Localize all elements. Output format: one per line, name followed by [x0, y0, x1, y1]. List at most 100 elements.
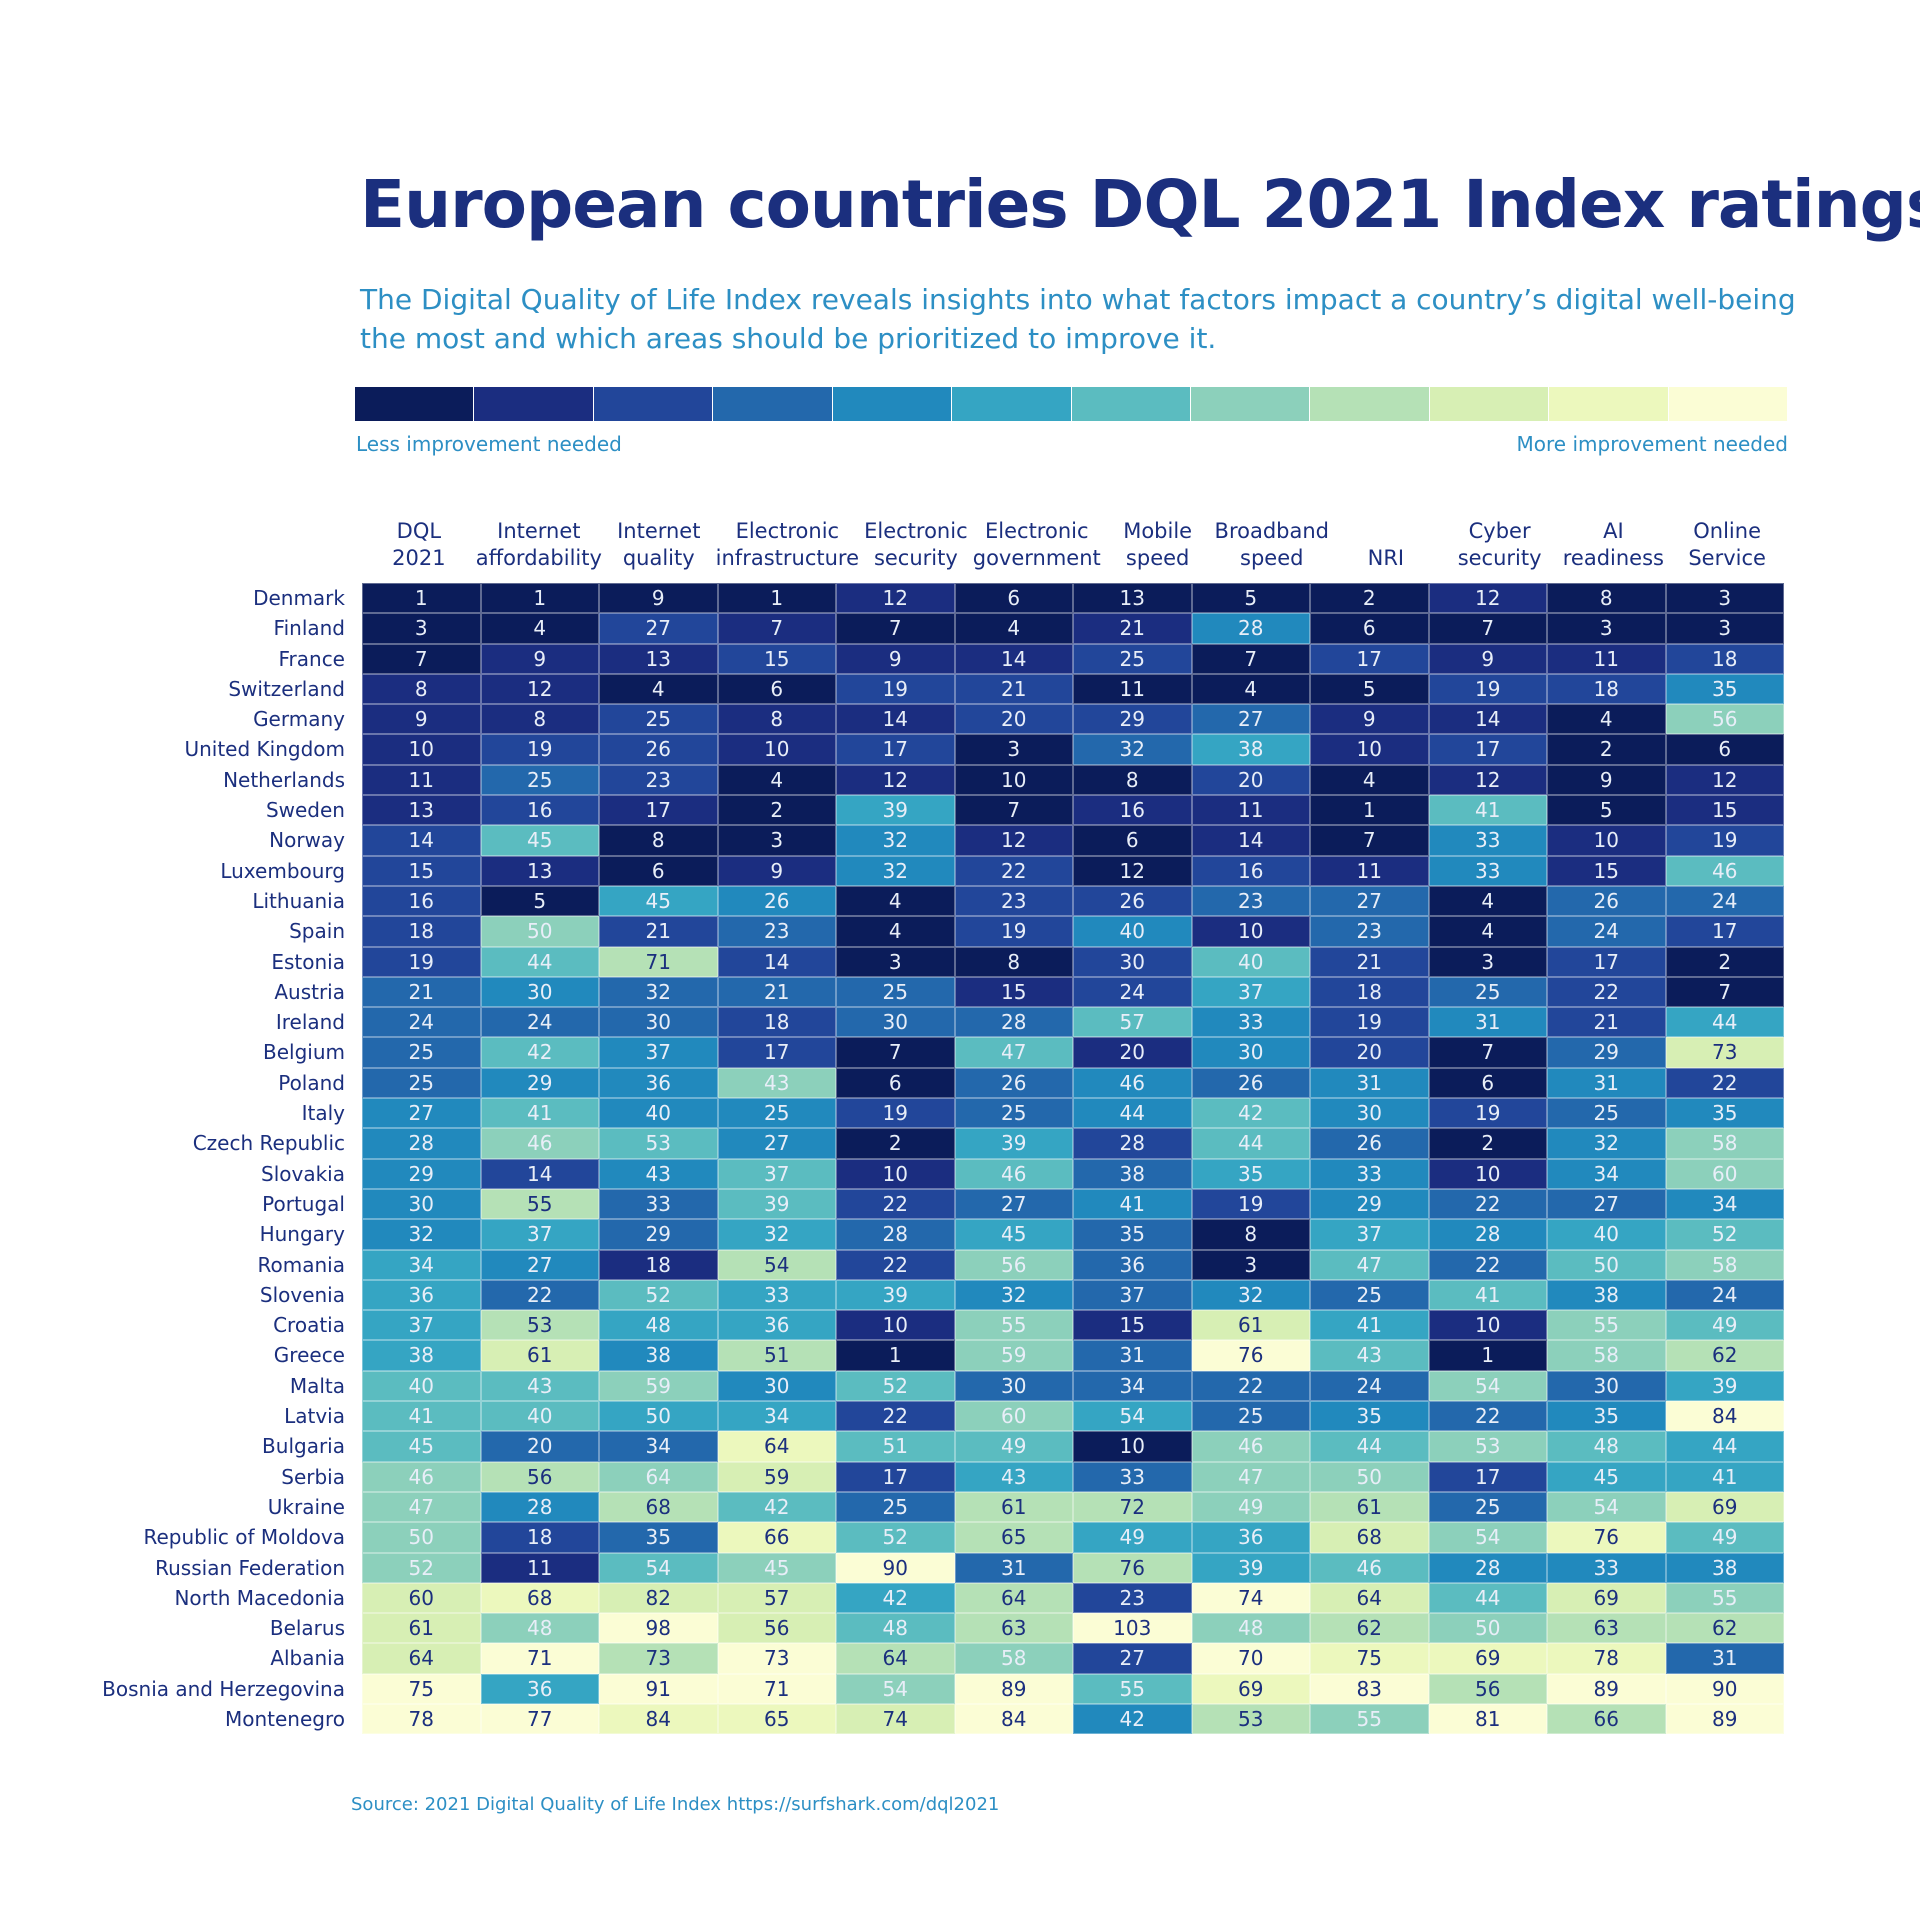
heatmap-cell: 54	[1547, 1491, 1666, 1523]
heatmap-cell: 30	[1310, 1098, 1429, 1129]
row-label: Norway	[269, 828, 345, 853]
heatmap-cell: 25	[954, 1098, 1073, 1129]
heatmap-cell: 66	[1547, 1703, 1666, 1735]
heatmap-cell: 38	[1547, 1279, 1666, 1311]
heatmap-cell: 27	[480, 1249, 599, 1280]
heatmap-cell: 19	[1428, 1098, 1547, 1129]
heatmap-cell: 4	[1428, 885, 1547, 917]
heatmap-cell: 7	[1191, 643, 1310, 674]
table-row: Spain 18 50 21 23 4 19 40 10 23 4 24 17	[289, 916, 1784, 947]
heatmap-cell: 12	[1428, 583, 1547, 614]
heatmap-cell: 35	[1665, 1098, 1784, 1129]
heatmap-cell: 54	[1428, 1370, 1547, 1402]
heatmap-cell: 64	[362, 1643, 481, 1674]
table-row: Slovenia 36 22 52 33 39 32 37 32 25 41 38 24	[260, 1279, 1784, 1311]
heatmap-cell: 52	[599, 1279, 718, 1311]
heatmap-cell: 51	[836, 1431, 955, 1462]
heatmap-cell: 18	[1665, 643, 1784, 674]
heatmap-cell: 45	[362, 1431, 481, 1462]
heatmap-cell: 2	[1547, 734, 1666, 765]
heatmap-cell: 25	[1310, 1279, 1429, 1311]
heatmap-cell: 1	[1310, 795, 1429, 826]
heatmap-cell: 6	[836, 1067, 955, 1099]
heatmap-cell: 98	[599, 1613, 718, 1644]
row-label: United Kingdom	[184, 737, 345, 762]
heatmap-cell: 8	[1547, 583, 1666, 614]
heatmap-cell: 27	[1073, 1643, 1192, 1674]
heatmap-cell: 73	[599, 1643, 718, 1674]
heatmap-cell: 64	[599, 1461, 718, 1492]
row-label: Italy	[301, 1101, 345, 1126]
heatmap-cell: 24	[1665, 1279, 1784, 1311]
heatmap-cell: 44	[1310, 1431, 1429, 1462]
heatmap-cell: 45	[717, 1552, 836, 1583]
heatmap-cell: 41	[1428, 795, 1547, 826]
table-row: Luxembourg 15 13 6 9 32 22 12 16 11 33 15 46	[220, 855, 1784, 886]
heatmap-cell: 32	[954, 1279, 1073, 1311]
heatmap-cell: 12	[1073, 855, 1192, 886]
legend-swatch	[1071, 387, 1191, 421]
heatmap-cell: 15	[362, 855, 481, 886]
heatmap-cell: 37	[717, 1158, 836, 1189]
heatmap-cell: 37	[480, 1219, 599, 1250]
heatmap-cell: 4	[836, 885, 955, 917]
heatmap-cell: 54	[599, 1552, 718, 1583]
row-label: Bosnia and Herzegovina	[102, 1676, 345, 1701]
heatmap-cell: 18	[717, 1007, 836, 1038]
heatmap-cell: 23	[717, 916, 836, 947]
heatmap-cell: 38	[599, 1340, 718, 1371]
heatmap-cell: 48	[599, 1310, 718, 1341]
heatmap-cell: 50	[362, 1522, 481, 1553]
heatmap-cell: 20	[1073, 1037, 1192, 1068]
heatmap-cell: 37	[1073, 1279, 1192, 1311]
heatmap-cell: 9	[599, 583, 718, 614]
heatmap-cell: 21	[1547, 1007, 1666, 1038]
row-label: Serbia	[281, 1464, 345, 1489]
heatmap-cell: 6	[1428, 1067, 1547, 1099]
heatmap-cell: 71	[717, 1673, 836, 1704]
heatmap-cell: 63	[954, 1613, 1073, 1644]
heatmap-cell: 30	[599, 1007, 718, 1038]
heatmap-cell: 13	[362, 795, 481, 826]
heatmap-cell: 27	[1191, 704, 1310, 735]
heatmap-cell: 18	[1547, 673, 1666, 705]
heatmap-cell: 41	[1073, 1188, 1192, 1220]
heatmap-cell: 39	[1665, 1370, 1784, 1402]
table-row: Belarus 61 48 98 56 48 63 103 48 62 50 63 62	[270, 1613, 1784, 1644]
heatmap-cell: 22	[1428, 1401, 1547, 1432]
heatmap-cell: 27	[717, 1128, 836, 1159]
column-header: AI readiness	[1562, 519, 1664, 570]
row-label: Malta	[289, 1373, 345, 1398]
heatmap-cell: 37	[1191, 976, 1310, 1008]
heatmap-cell: 27	[954, 1188, 1073, 1220]
heatmap-cell: 29	[599, 1219, 718, 1250]
table-row: Russian Federation 52 11 54 45 90 31 76 39 46 28 33…	[155, 1552, 1784, 1583]
heatmap-cell: 91	[599, 1673, 718, 1704]
heatmap-cell: 50	[1428, 1613, 1547, 1644]
table-row: Austria 21 30 32 21 25 15 24 37 18 25 22 7	[274, 976, 1784, 1008]
heatmap-cell: 4	[1547, 704, 1666, 735]
heatmap-cell: 89	[1547, 1673, 1666, 1704]
row-label: Romania	[257, 1252, 345, 1277]
heatmap-cell: 4	[717, 764, 836, 796]
heatmap-cell: 60	[1665, 1158, 1784, 1189]
heatmap-cell: 32	[1547, 1128, 1666, 1159]
heatmap-cell: 59	[599, 1370, 718, 1402]
table-row: Croatia 37 53 48 36 10 55 15 61 41 10 55 49	[273, 1310, 1784, 1341]
heatmap-cell: 25	[362, 1067, 481, 1099]
heatmap-cell: 26	[1310, 1128, 1429, 1159]
row-label: Switzerland	[228, 676, 345, 701]
heatmap-cell: 15	[954, 976, 1073, 1008]
heatmap-cell: 2	[717, 795, 836, 826]
heatmap-cell: 1	[717, 583, 836, 614]
heatmap-cell: 30	[480, 976, 599, 1008]
column-header: DQL 2021	[392, 519, 446, 570]
heatmap-cell: 4	[1428, 916, 1547, 947]
heatmap-cell: 14	[480, 1158, 599, 1189]
heatmap-cell: 45	[954, 1219, 1073, 1250]
row-label: Belarus	[269, 1616, 345, 1641]
heatmap-cell: 65	[717, 1703, 836, 1735]
heatmap-cell: 33	[599, 1188, 718, 1220]
heatmap-cell: 34	[362, 1249, 481, 1280]
row-label: France	[278, 646, 345, 671]
